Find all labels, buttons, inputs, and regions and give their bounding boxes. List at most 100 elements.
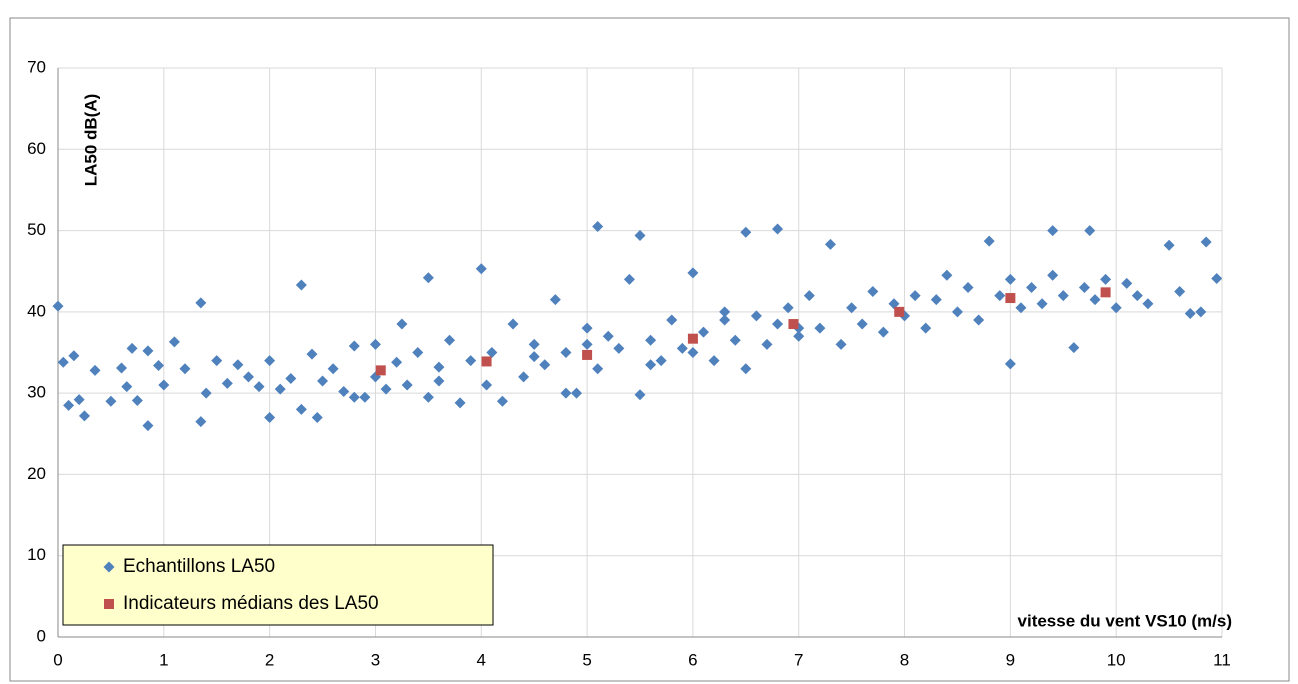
point	[708, 355, 720, 367]
point	[941, 269, 953, 281]
point	[1004, 358, 1016, 370]
point	[1100, 273, 1112, 285]
legend-marker	[103, 561, 115, 573]
x-tick-label: 11	[1213, 650, 1231, 669]
point	[311, 412, 323, 424]
y-tick-label: 60	[27, 139, 46, 158]
x-tick-label: 10	[1107, 650, 1126, 669]
point	[761, 338, 773, 350]
legend-marker	[104, 599, 114, 609]
x-tick-label: 7	[794, 650, 803, 669]
point	[814, 322, 826, 334]
point	[539, 359, 551, 371]
point	[211, 355, 223, 367]
point	[687, 267, 699, 279]
point	[1211, 273, 1223, 285]
point	[465, 355, 477, 367]
point	[348, 391, 360, 403]
point	[824, 238, 836, 250]
x-tick-label: 9	[1006, 650, 1015, 669]
point	[697, 326, 709, 338]
point	[793, 330, 805, 342]
point	[634, 389, 646, 401]
point	[1200, 236, 1212, 248]
legend-label: Echantillons LA50	[123, 556, 275, 577]
point	[666, 314, 678, 326]
point	[68, 350, 80, 362]
point	[105, 395, 117, 407]
y-tick-label: 10	[27, 545, 46, 564]
point	[153, 360, 165, 372]
point	[549, 294, 561, 306]
point	[89, 364, 101, 376]
point	[645, 334, 657, 346]
point	[1078, 281, 1090, 293]
point	[496, 395, 508, 407]
point	[788, 319, 799, 330]
point	[57, 356, 69, 368]
x-tick-label: 6	[688, 650, 697, 669]
point	[52, 300, 64, 312]
x-tick-label: 0	[53, 650, 62, 669]
point	[507, 318, 519, 330]
point	[994, 290, 1006, 302]
point	[592, 221, 604, 233]
x-tick-label: 1	[159, 650, 168, 669]
point	[1174, 286, 1186, 298]
point	[78, 410, 90, 422]
legend-label: Indicateurs médians des LA50	[123, 593, 379, 614]
x-tick-label: 3	[371, 650, 380, 669]
point	[338, 386, 350, 398]
point	[1195, 306, 1207, 318]
point	[375, 365, 386, 376]
point	[253, 381, 265, 393]
point	[740, 226, 752, 238]
point	[772, 223, 784, 235]
point	[634, 229, 646, 241]
point	[369, 338, 381, 350]
point	[396, 318, 408, 330]
point	[121, 381, 133, 393]
point	[803, 290, 815, 302]
x-tick-label: 5	[582, 650, 591, 669]
y-axis-label: LA50 dB(A)	[81, 94, 100, 187]
point	[1036, 298, 1048, 310]
point	[581, 338, 593, 350]
point	[719, 306, 731, 318]
point	[560, 387, 572, 399]
point	[126, 342, 138, 354]
point	[676, 342, 688, 354]
point	[1047, 225, 1059, 237]
point	[877, 326, 889, 338]
point	[391, 356, 403, 368]
point	[645, 359, 657, 371]
point	[856, 318, 868, 330]
point	[623, 273, 635, 285]
point	[740, 363, 752, 375]
y-tick-label: 40	[27, 301, 46, 320]
point	[687, 333, 698, 344]
point	[719, 314, 731, 326]
x-tick-label: 4	[477, 650, 486, 669]
point	[582, 349, 593, 360]
legend-box	[62, 544, 494, 626]
x-tick-label: 2	[265, 650, 274, 669]
point	[295, 279, 307, 291]
point	[909, 290, 921, 302]
point	[592, 363, 604, 375]
point	[930, 294, 942, 306]
point	[142, 345, 154, 357]
y-tick-label: 70	[27, 57, 46, 76]
point	[454, 397, 466, 409]
point	[359, 391, 371, 403]
point	[1110, 302, 1122, 314]
point	[274, 383, 286, 395]
point	[1163, 239, 1175, 251]
point	[1026, 281, 1038, 293]
point	[687, 347, 699, 358]
point	[1005, 293, 1016, 304]
point	[486, 347, 498, 358]
point	[1004, 273, 1016, 285]
point	[131, 394, 143, 406]
point	[962, 281, 974, 293]
